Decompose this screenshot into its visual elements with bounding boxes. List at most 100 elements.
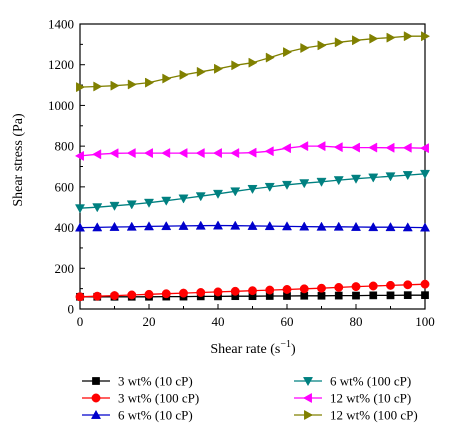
data-point xyxy=(144,289,154,299)
data-point xyxy=(178,220,189,230)
data-point xyxy=(421,291,429,300)
data-point xyxy=(127,290,137,300)
y-tick-label: 1000 xyxy=(48,98,74,113)
data-point xyxy=(419,169,431,179)
data-point xyxy=(350,174,362,184)
data-point xyxy=(368,142,378,153)
data-point xyxy=(368,281,378,291)
data-point xyxy=(126,148,136,159)
y-tick-label: 200 xyxy=(55,261,75,276)
data-point xyxy=(316,141,326,152)
y-tick-label: 800 xyxy=(55,139,75,154)
data-point xyxy=(230,148,240,159)
data-point xyxy=(351,282,361,292)
data-point xyxy=(162,73,172,84)
data-point xyxy=(419,222,431,232)
x-tick-label: 60 xyxy=(281,314,294,329)
data-point xyxy=(283,47,293,58)
data-point xyxy=(109,221,120,231)
data-point xyxy=(299,221,310,231)
data-point xyxy=(212,220,224,230)
plot-frame xyxy=(79,23,426,310)
x-axis-title-superscript: −1 xyxy=(280,339,291,350)
x-tick-label: 80 xyxy=(350,314,363,329)
x-tick-label: 20 xyxy=(143,314,156,329)
x-axis-title-close: ) xyxy=(291,342,296,357)
data-point xyxy=(196,66,206,77)
legend-label: 12 wt% (10 cP) xyxy=(330,391,411,406)
legend-swatch-marker xyxy=(91,393,101,403)
data-point xyxy=(213,287,223,297)
data-point xyxy=(74,204,86,214)
data-point xyxy=(178,148,188,159)
data-point xyxy=(333,176,344,186)
data-point xyxy=(76,82,86,93)
data-point xyxy=(402,171,413,181)
data-point xyxy=(385,222,396,232)
data-point xyxy=(230,187,241,197)
data-point xyxy=(195,192,206,202)
legend-item: 12 wt% (100 cP) xyxy=(294,408,418,423)
data-point xyxy=(419,143,429,154)
data-point xyxy=(248,286,257,296)
data-point xyxy=(403,31,413,42)
data-point xyxy=(75,292,85,302)
data-point xyxy=(299,284,309,294)
legend-swatch-marker xyxy=(92,377,100,385)
data-point xyxy=(109,148,119,159)
data-point xyxy=(317,40,327,51)
x-axis-title: Shear rate (s−1) xyxy=(210,339,296,357)
series-3 xyxy=(74,220,431,232)
legend-item: 3 wt% (10 cP) xyxy=(82,374,193,389)
data-point xyxy=(316,177,327,187)
y-tick-label: 600 xyxy=(55,179,75,194)
legend-label: 6 wt% (10 cP) xyxy=(118,408,193,423)
legend-swatch-marker xyxy=(304,409,314,421)
data-point xyxy=(161,221,172,231)
series-layer xyxy=(74,31,431,302)
data-point xyxy=(333,142,343,153)
data-point xyxy=(386,280,395,290)
data-point xyxy=(299,179,310,189)
y-tick-label: 400 xyxy=(55,220,75,235)
data-point xyxy=(195,148,205,159)
data-point xyxy=(334,37,344,48)
data-point xyxy=(369,291,378,300)
x-axis-title-main: Shear rate (s xyxy=(210,342,280,357)
data-point xyxy=(385,172,396,182)
legend-label: 3 wt% (10 cP) xyxy=(118,374,193,389)
y-axis-title: Shear stress (Pa) xyxy=(11,113,26,207)
data-point xyxy=(334,282,344,292)
data-point xyxy=(350,221,362,231)
data-point xyxy=(143,198,155,208)
data-point xyxy=(247,220,258,230)
x-tick-label: 100 xyxy=(415,314,435,329)
data-point xyxy=(385,142,395,153)
data-point xyxy=(74,222,86,232)
data-point xyxy=(248,57,258,68)
data-point xyxy=(109,201,120,211)
series-2 xyxy=(75,279,430,302)
data-point xyxy=(333,221,344,231)
data-point xyxy=(281,221,293,231)
data-point xyxy=(212,148,222,159)
data-point xyxy=(420,279,430,289)
data-point xyxy=(92,203,103,213)
data-point xyxy=(178,194,189,204)
legend-item: 6 wt% (100 cP) xyxy=(294,374,411,389)
data-point xyxy=(317,283,326,293)
data-point xyxy=(247,147,257,158)
data-point xyxy=(265,285,275,295)
data-point xyxy=(161,289,171,299)
series-6 xyxy=(76,31,431,93)
data-point xyxy=(403,280,413,290)
data-point xyxy=(196,288,206,297)
data-point xyxy=(421,31,431,42)
data-point xyxy=(230,286,240,296)
legend-label: 6 wt% (100 cP) xyxy=(330,374,411,389)
data-point xyxy=(247,184,258,195)
data-point xyxy=(368,173,379,183)
data-point xyxy=(299,141,309,152)
legend-swatch-marker xyxy=(302,377,314,387)
